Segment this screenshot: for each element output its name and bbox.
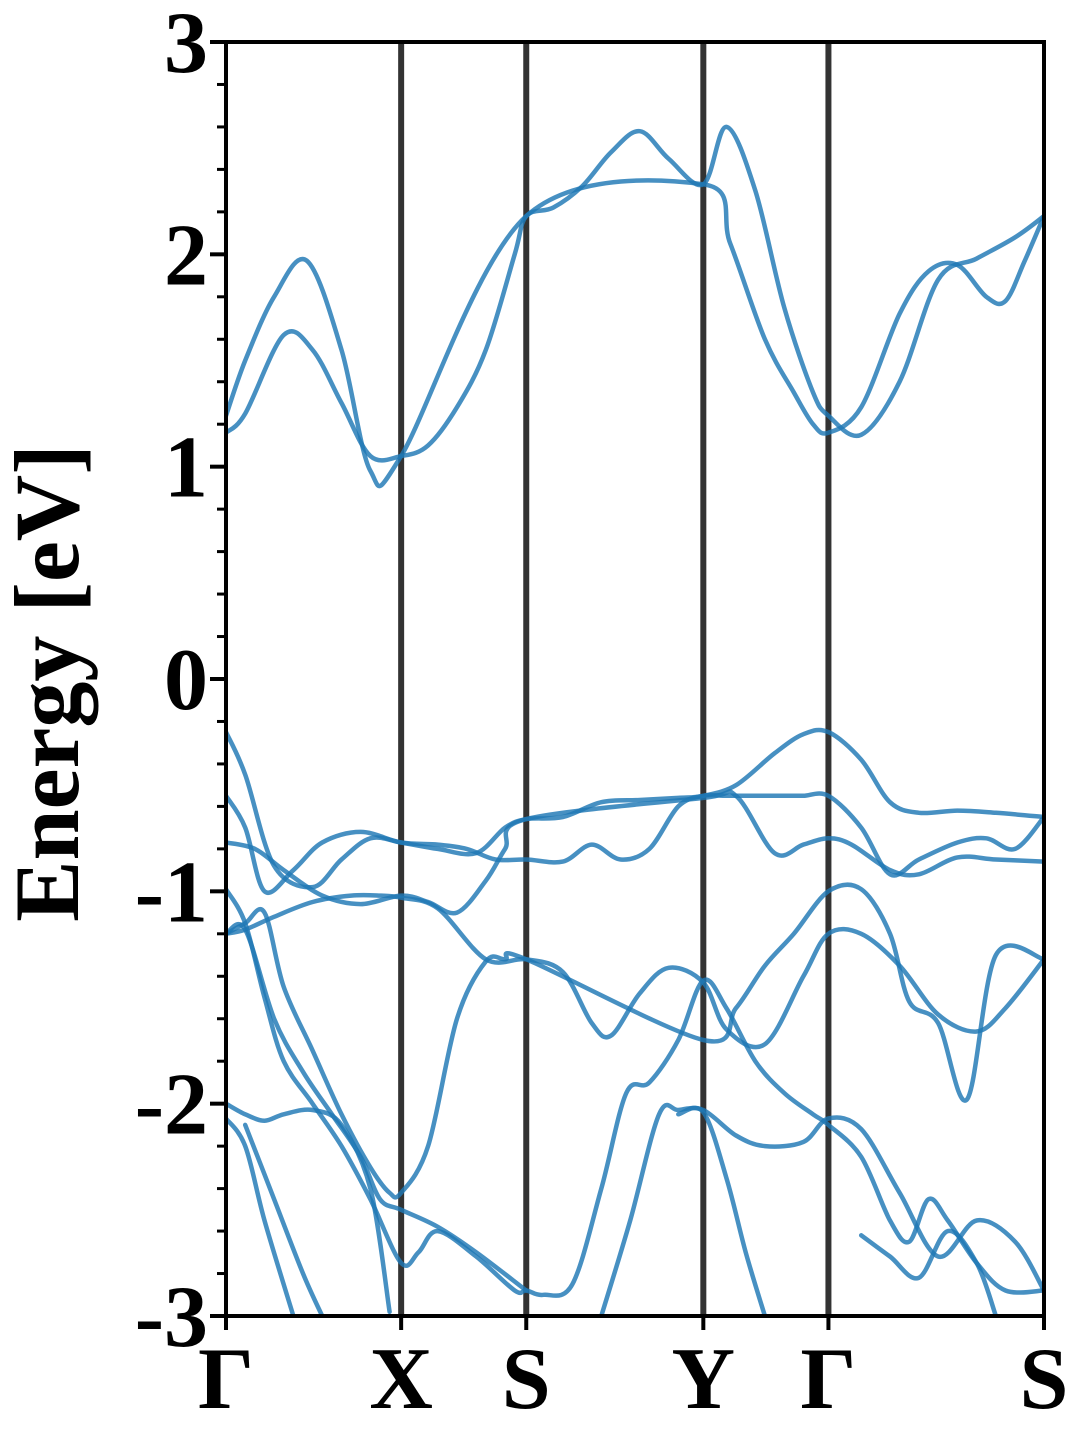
band-line-1 [226, 124, 1044, 463]
band-line-6 [226, 892, 1044, 1050]
x-tick-label: Y [672, 1331, 736, 1428]
k-point-dividers [398, 42, 832, 1316]
x-tick-label: X [369, 1331, 433, 1428]
x-tick-label: Γ [198, 1331, 254, 1428]
band-line-4 [226, 791, 1044, 895]
y-tick-label: -3 [135, 1269, 208, 1366]
band-line-2 [226, 178, 1044, 489]
band-line-14 [676, 1105, 768, 1316]
y-axis-label: Energy [eV] [0, 444, 98, 922]
band-line-5 [226, 789, 1044, 916]
band-line-7 [226, 882, 1044, 1200]
band-line-11 [226, 1101, 392, 1315]
y-tick-label: -1 [135, 844, 208, 941]
band-line-15 [858, 1228, 999, 1316]
x-tick-label: S [502, 1331, 551, 1428]
x-tick-label: Γ [800, 1331, 856, 1428]
y-tick-label: -2 [135, 1057, 208, 1154]
band-line-10 [599, 1102, 1044, 1316]
y-axis-ticks: -3 -2 -1 0 1 2 3 [135, 0, 226, 1366]
y-tick-label: 3 [164, 0, 208, 92]
y-tick-label: 2 [164, 207, 208, 304]
x-tick-label: S [1020, 1331, 1069, 1428]
band-line-8 [226, 886, 1044, 1298]
y-tick-label: 1 [164, 420, 208, 517]
y-tick-label: 0 [164, 632, 208, 729]
energy-bands [226, 124, 1044, 1316]
band-line-12 [226, 1116, 296, 1316]
band-line-13 [242, 1122, 325, 1316]
band-line-3 [226, 727, 1044, 890]
